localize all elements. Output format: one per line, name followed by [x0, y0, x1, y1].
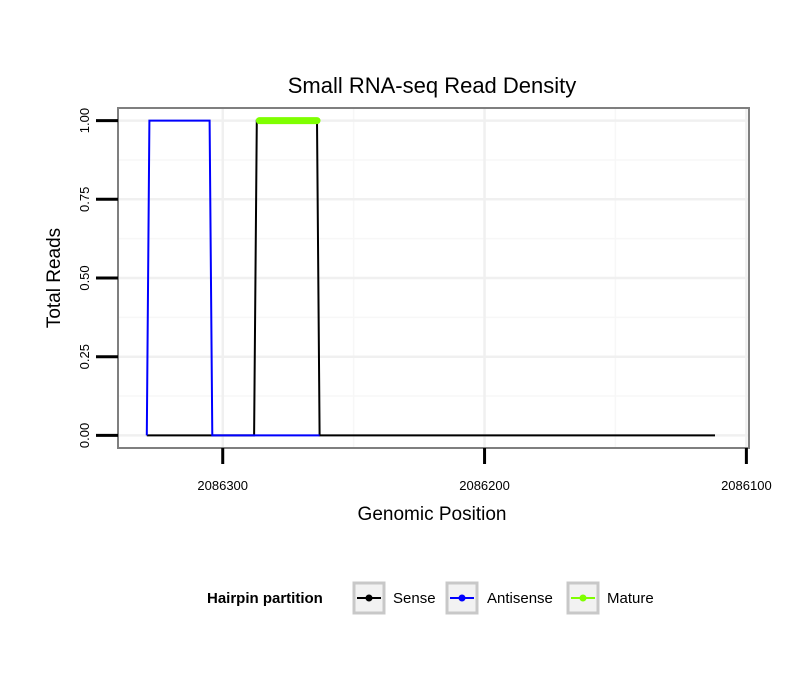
- legend-label-antisense: Antisense: [487, 590, 553, 607]
- legend-point-mature: [579, 594, 587, 602]
- x-axis-title: Genomic Position: [358, 504, 507, 525]
- y-tick-label: 0.50: [77, 265, 92, 290]
- series-layer: [145, 117, 715, 437]
- y-tick-label: 0.00: [77, 423, 92, 448]
- chart-title: Small RNA-seq Read Density: [288, 73, 577, 98]
- y-tick-label: 0.75: [77, 187, 92, 212]
- legend-point-sense: [365, 594, 373, 602]
- y-tick-label: 0.25: [77, 344, 92, 369]
- legend-point-antisense: [458, 594, 466, 602]
- axes: 0.00 0.25 0.50 0.75 1.00 2086300 2086200 208610…: [77, 108, 772, 493]
- y-tick-label: 1.00: [77, 108, 92, 133]
- legend-title: Hairpin partition: [207, 590, 323, 607]
- legend-label-sense: Sense: [393, 590, 436, 607]
- legend-label-mature: Mature: [607, 590, 654, 607]
- x-tick-label: 2086200: [459, 478, 510, 493]
- grid: [118, 108, 749, 448]
- legend: Hairpin partition Sense Antisense Mature: [207, 581, 654, 615]
- y-axis-title: Total Reads: [44, 228, 65, 328]
- x-tick-label: 2086300: [197, 478, 248, 493]
- x-tick-label: 2086100: [721, 478, 772, 493]
- series-line-antisense: [145, 119, 320, 437]
